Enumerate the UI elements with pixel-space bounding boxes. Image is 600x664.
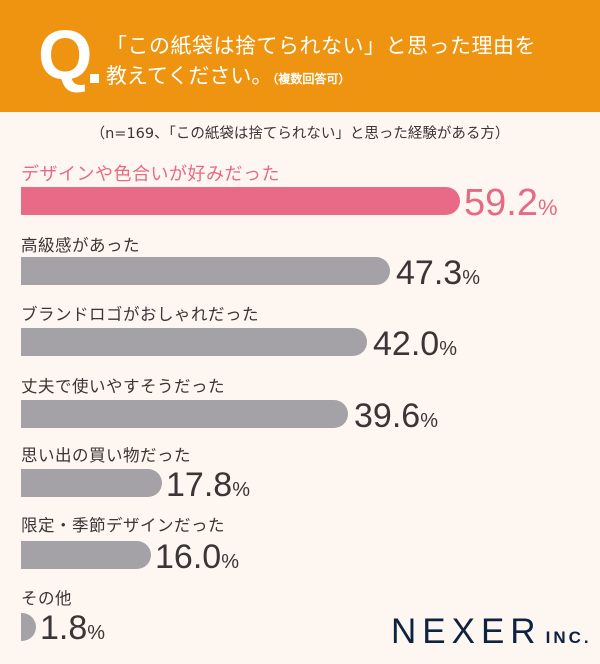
question-line1: 「この紙袋は捨てられない」と思った理由を [106,34,536,58]
question-line2: 教えてください。（複数回答可） [106,60,350,90]
value-number: 47.3 [396,254,463,292]
row-label: 限定・季節デザインだった [21,516,225,535]
question-line2-text: 教えてください。 [106,64,273,88]
value-number: 42.0 [373,325,440,363]
bar-other [21,613,36,641]
row-label: ブランドロゴがおしゃれだった [21,305,259,324]
bar-memory [21,469,162,497]
row-label: 思い出の買い物だった [21,446,191,465]
row-label: デザインや色合いが好みだった [21,164,280,185]
value-label: 59.2% [464,184,558,227]
q-mark: Q [38,16,93,94]
value-label: 42.0% [373,327,457,366]
value-label: 17.8% [166,468,250,507]
value-number: 1.8 [40,609,88,647]
value-unit: % [439,338,457,360]
value-unit: % [420,410,438,432]
value-number: 16.0 [155,538,222,576]
nexer-logo: NEXER INC. [391,612,592,652]
bar-logo [21,328,367,356]
bar-durable [21,400,348,428]
value-label: 39.6% [354,399,438,438]
row-label: 高級感があった [21,236,140,255]
value-unit: % [462,267,480,289]
value-label: 1.8% [40,611,105,650]
logo-suffix: INC. [545,628,592,647]
value-unit: % [221,551,239,573]
value-unit: % [87,622,106,644]
row-label: 丈夫で使いやすそうだった [21,377,225,396]
row-label: その他 [21,589,72,608]
value-unit: % [537,195,558,220]
bar-design [21,187,460,215]
value-number: 17.8 [166,466,233,504]
question-note: （複数回答可） [272,72,351,86]
bar-limited [21,541,151,569]
value-label: 16.0% [155,540,239,579]
q-dot [90,74,99,83]
sample-note: （n=169、「この紙袋は捨てられない」と思った経験がある方） [90,126,510,142]
value-number: 39.6 [354,397,421,435]
question-header: Q 「この紙袋は捨てられない」と思った理由を 教えてください。（複数回答可） [0,0,600,112]
bar-luxury [21,257,390,285]
value-number: 59.2 [464,182,538,224]
value-unit: % [232,479,250,501]
logo-name: NEXER [391,612,542,651]
value-label: 47.3% [396,256,480,295]
